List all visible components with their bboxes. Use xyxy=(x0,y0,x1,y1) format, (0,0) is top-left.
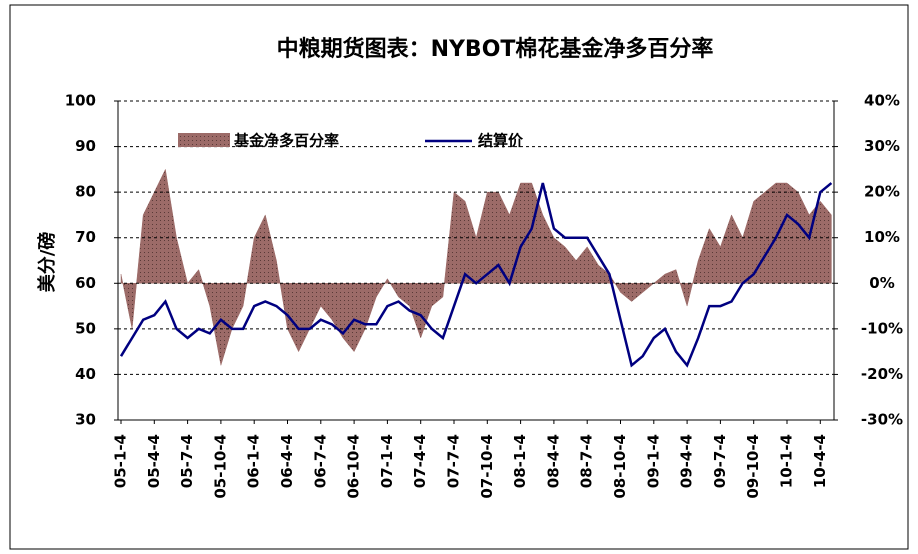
x-tick-label: 09-10-4 xyxy=(744,434,762,499)
x-tick-label: 06-10-4 xyxy=(345,434,363,499)
x-tick-label: 09-4-4 xyxy=(678,434,696,488)
x-tick-label: 08-7-4 xyxy=(578,434,596,488)
line xyxy=(119,182,833,368)
x-tick-label: 06-4-4 xyxy=(278,434,296,488)
y-tick-label: 70 xyxy=(75,228,96,246)
y2-tick-label: 0% xyxy=(869,274,894,292)
x-tick-label: 05-7-4 xyxy=(178,434,196,488)
x-tick-label: 09-7-4 xyxy=(711,434,729,488)
x-tick-label: 08-4-4 xyxy=(544,434,562,488)
y2-tick-label: -10% xyxy=(861,319,903,337)
y-axis-label: 美分/磅 xyxy=(36,232,58,293)
x-tick-label: 07-10-4 xyxy=(478,434,496,499)
x-tick-label: 07-4-4 xyxy=(411,434,429,488)
y2-tick-label: 30% xyxy=(864,137,900,155)
y2-tick-label: -20% xyxy=(861,365,903,383)
y2-tick-label: -30% xyxy=(861,411,903,429)
y2-tick-label: 20% xyxy=(864,183,900,201)
y-tick-label: 50 xyxy=(75,319,96,337)
chart-title: 中粮期货图表：NYBOT棉花基金净多百分率 xyxy=(277,36,714,62)
x-tick-label: 07-7-4 xyxy=(445,434,463,488)
y-tick-label: 100 xyxy=(65,92,96,110)
x-tick-label: 05-1-4 xyxy=(112,434,130,488)
y2-tick-label: 10% xyxy=(864,228,900,246)
y-tick-label: 40 xyxy=(75,365,96,383)
legend-label: 基金净多百分率 xyxy=(233,132,339,150)
legend-label: 结算价 xyxy=(478,132,524,150)
x-tick-label: 09-1-4 xyxy=(644,434,662,488)
x-tick-label: 10-4-4 xyxy=(811,434,829,488)
x-tick-label: 06-1-4 xyxy=(245,434,263,488)
x-tick-label: 05-10-4 xyxy=(211,434,229,499)
x-tick-label: 05-4-4 xyxy=(145,434,163,488)
y2-tick-label: 40% xyxy=(864,92,900,110)
legend-swatch xyxy=(178,133,230,147)
x-tick-label: 08-1-4 xyxy=(511,434,529,488)
x-tick-label: 08-10-4 xyxy=(611,434,629,499)
y-tick-label: 80 xyxy=(75,183,96,201)
y-tick-label: 60 xyxy=(75,274,96,292)
y-tick-label: 90 xyxy=(75,137,96,155)
area xyxy=(120,168,832,366)
x-tick-label: 07-1-4 xyxy=(378,434,396,488)
x-tick-label: 06-7-4 xyxy=(311,434,329,488)
x-tick-label: 10-1-4 xyxy=(778,434,796,488)
y-tick-label: 30 xyxy=(75,411,96,429)
